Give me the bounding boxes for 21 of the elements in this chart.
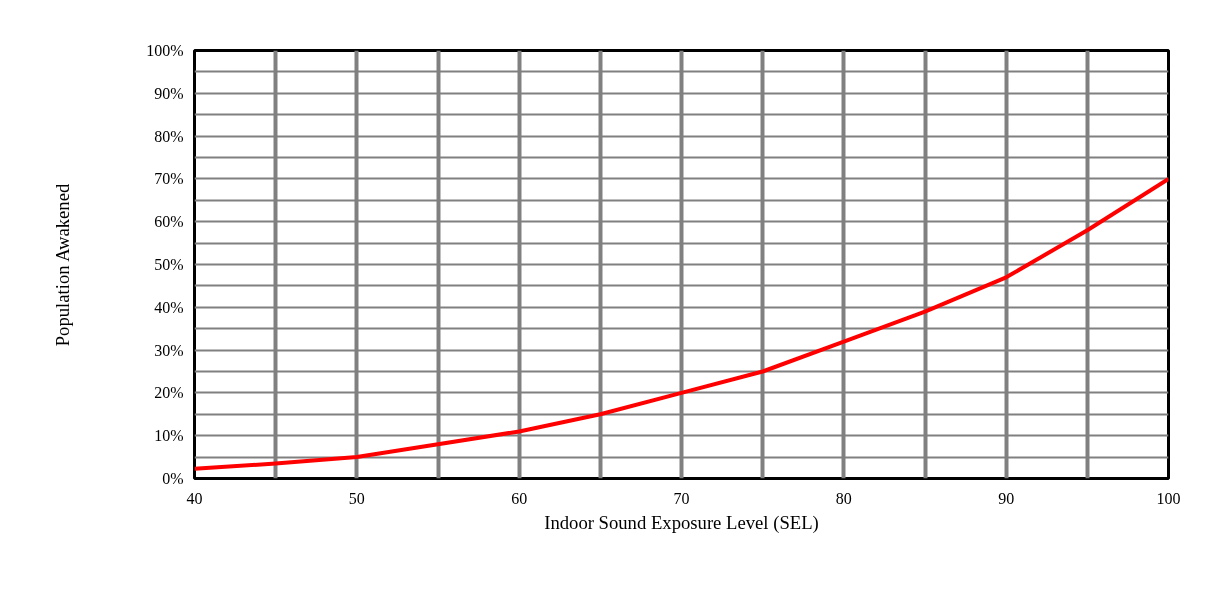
line-series: [194, 176, 1169, 471]
x-tick-label: 80: [835, 489, 852, 507]
x-tick-label: 90: [998, 489, 1015, 507]
y-tick-label: 50%: [154, 256, 184, 273]
y-tick-label: 90%: [154, 84, 184, 102]
x-tick-label: 50: [348, 489, 365, 507]
y-tick-label: 80%: [154, 127, 184, 145]
x-axis-title: Indoor Sound Exposure Level (SEL): [544, 511, 819, 534]
y-tick-label: 70%: [154, 170, 184, 188]
y-tick-label: 10%: [154, 427, 184, 445]
y-tick-label: 0%: [162, 470, 184, 487]
y-tick-label: 60%: [154, 213, 184, 231]
y-axis-title: Population Awakened: [52, 183, 74, 347]
x-tick-label: 100: [1156, 489, 1181, 507]
x-tick-label: 40: [186, 489, 203, 507]
y-tick-label: 100%: [146, 42, 184, 59]
y-tick-label: 30%: [154, 341, 184, 359]
x-tick-label: 60: [511, 489, 528, 507]
y-tick-label: 20%: [154, 384, 184, 402]
x-tick-label: 70: [673, 489, 690, 507]
y-tick-label: 40%: [154, 298, 184, 316]
